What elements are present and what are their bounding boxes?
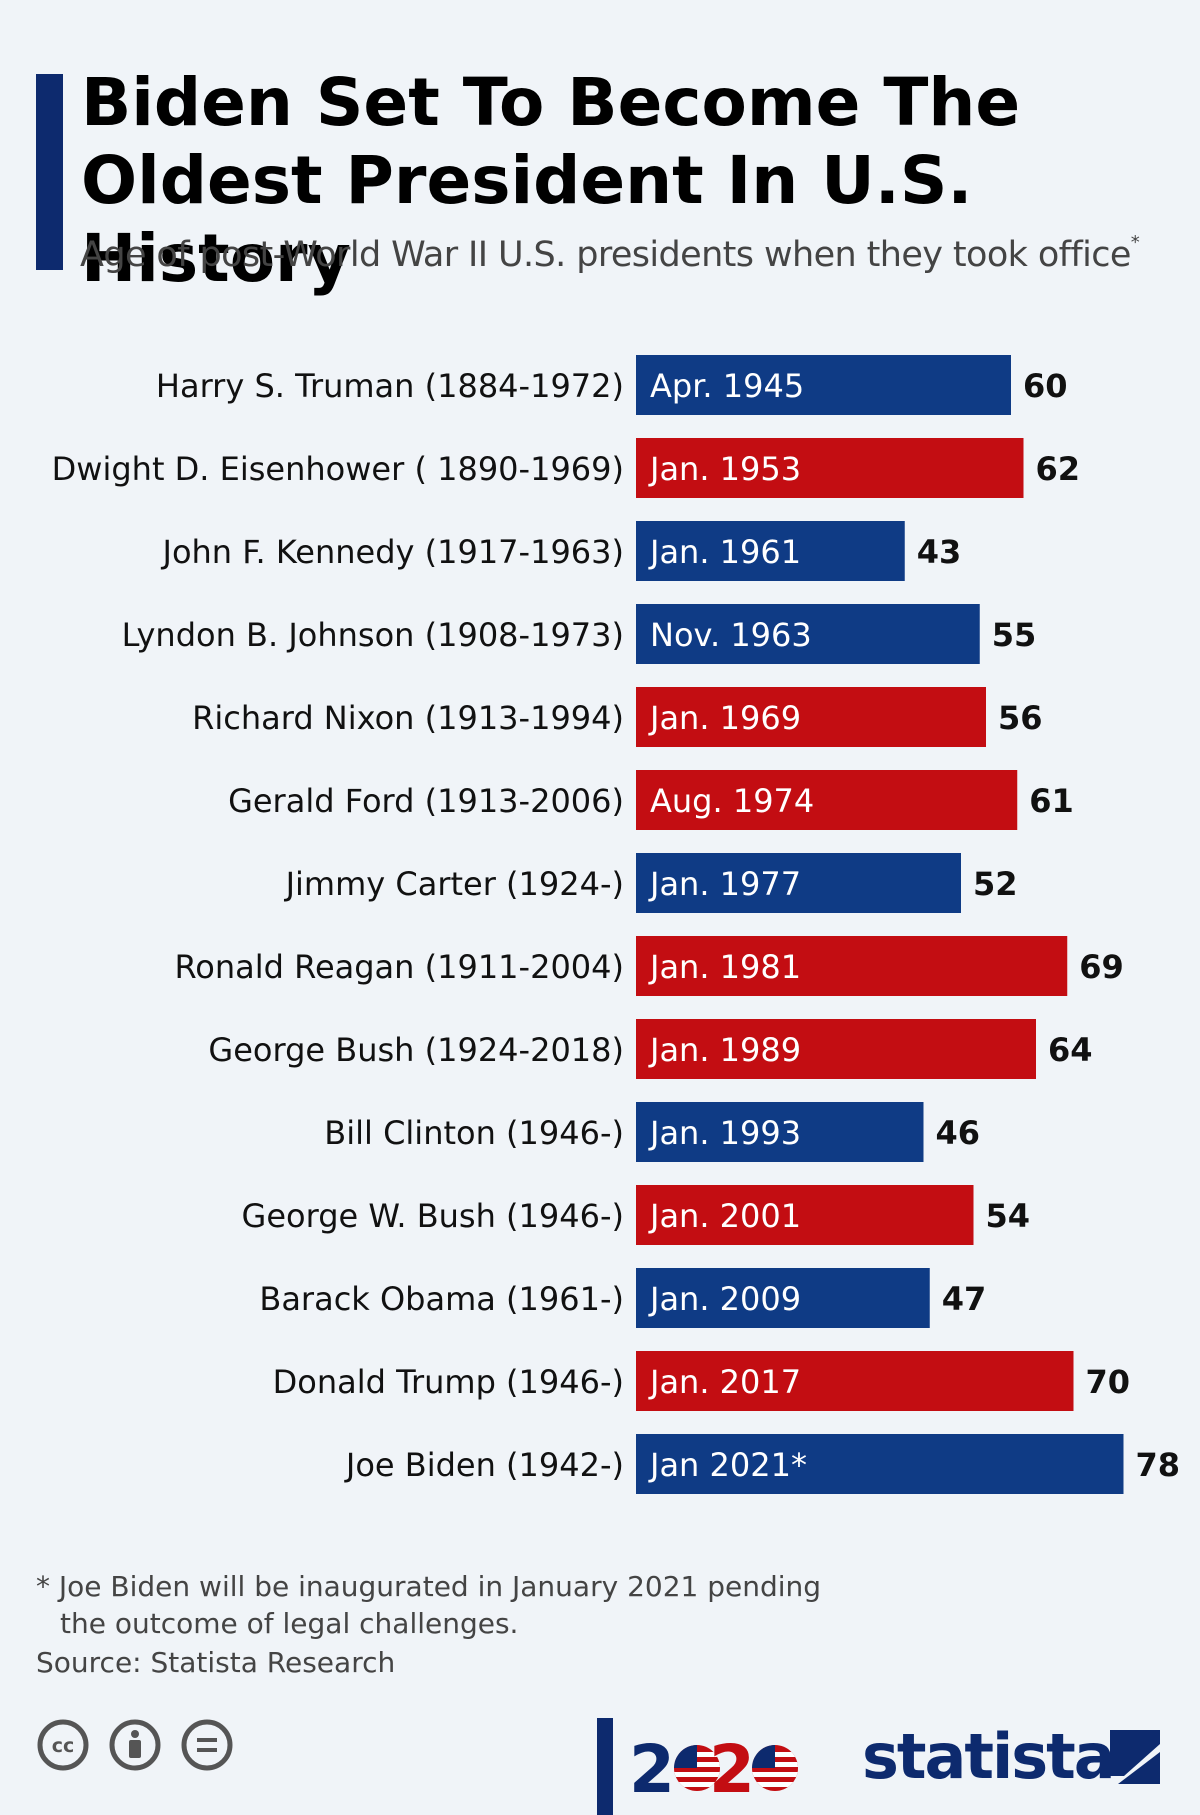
value-label: 55	[992, 616, 1037, 654]
category-label: Barack Obama (1961-)	[259, 1280, 624, 1318]
category-label: John F. Kennedy (1917-1963)	[161, 533, 625, 571]
bar-date-label: Jan. 1981	[648, 948, 801, 986]
flag-2020-icon: 2 2	[629, 1731, 798, 1800]
bar-date-label: Aug. 1974	[650, 782, 814, 820]
bar-chart: Harry S. Truman (1884-1972) Apr. 1945 60 Dw…	[52, 355, 1181, 1494]
bar	[636, 355, 1011, 415]
category-label: Gerald Ford (1913-2006)	[228, 782, 624, 820]
title-accent-bar	[36, 74, 63, 270]
bar-date-label: Jan. 2009	[648, 1280, 801, 1318]
category-label: Richard Nixon (1913-1994)	[192, 699, 624, 737]
bar	[636, 1102, 924, 1162]
value-label: 52	[973, 865, 1018, 903]
chart-subtitle: Age of post-World War II U.S. presidents…	[80, 232, 1140, 275]
chart-title: Biden Set To Become The Oldest President…	[81, 64, 1021, 297]
value-label: 43	[917, 533, 962, 571]
bar	[636, 770, 1018, 830]
category-label: Donald Trump (1946-)	[273, 1363, 624, 1401]
value-label: 62	[1036, 450, 1081, 488]
value-label: 47	[942, 1280, 987, 1318]
svg-text:cc: cc	[52, 1735, 75, 1757]
election-2020-logo: 2 2	[597, 1718, 807, 1815]
statista-wordmark: statista	[862, 1722, 1114, 1792]
bar-date-label: Jan. 2017	[648, 1363, 801, 1401]
value-label: 61	[1029, 782, 1074, 820]
value-label: 46	[936, 1114, 981, 1152]
value-label: 64	[1048, 1031, 1093, 1069]
cc-icon: cc	[37, 1719, 89, 1771]
value-label: 54	[986, 1197, 1031, 1235]
bar-date-label: Nov. 1963	[650, 616, 812, 654]
subtitle-text: Age of post-World War II U.S. presidents…	[80, 235, 1131, 275]
value-label: 70	[1086, 1363, 1131, 1401]
bar	[636, 604, 980, 664]
bar-date-label: Jan. 1969	[648, 699, 801, 737]
attribution-icon	[109, 1719, 161, 1771]
category-label: Dwight D. Eisenhower ( 1890-1969)	[52, 450, 624, 488]
bar	[636, 936, 1068, 996]
bar	[636, 521, 905, 581]
statista-mark-icon	[1110, 1730, 1160, 1784]
category-label: Harry S. Truman (1884-1972)	[156, 367, 624, 405]
value-label: 78	[1136, 1446, 1181, 1484]
source-note: Source: Statista Research	[36, 1646, 396, 1679]
category-label: Bill Clinton (1946-)	[324, 1114, 624, 1152]
logo-stripe	[597, 1718, 613, 1815]
bar	[636, 853, 961, 913]
bar	[636, 1268, 930, 1328]
bar	[636, 1019, 1036, 1079]
footnote-line-2: the outcome of legal challenges.	[60, 1607, 519, 1640]
category-label: George W. Bush (1946-)	[242, 1197, 624, 1235]
bar-date-label: Jan. 1989	[648, 1031, 801, 1069]
bar-date-label: Jan. 2001	[648, 1197, 801, 1235]
brand-digit-2a: 2	[629, 1731, 675, 1800]
bar	[636, 1351, 1074, 1411]
bar	[636, 1434, 1124, 1494]
category-label: George Bush (1924-2018)	[208, 1031, 624, 1069]
category-label: Joe Biden (1942-)	[344, 1446, 624, 1484]
category-label: Lyndon B. Johnson (1908-1973)	[122, 616, 624, 654]
bar-date-label: Jan 2021*	[648, 1446, 807, 1484]
value-label: 60	[1023, 367, 1068, 405]
category-label: Jimmy Carter (1924-)	[284, 865, 624, 903]
statista-logo: statista	[862, 1722, 1160, 1792]
bar	[636, 687, 986, 747]
bar-date-label: Apr. 1945	[650, 367, 804, 405]
brand-digit-2b: 2	[709, 1731, 755, 1800]
bar	[636, 438, 1024, 498]
bar	[636, 1185, 974, 1245]
subtitle-asterisk: *	[1130, 232, 1140, 253]
value-label: 69	[1079, 948, 1124, 986]
bar-date-label: Jan. 1953	[648, 450, 801, 488]
value-label: 56	[998, 699, 1043, 737]
no-derivatives-icon	[181, 1719, 233, 1771]
bar-date-label: Jan. 1961	[648, 533, 801, 571]
bar-date-label: Jan. 1977	[648, 865, 801, 903]
bar-date-label: Jan. 1993	[648, 1114, 801, 1152]
footnote-line-1: * Joe Biden will be inaugurated in Janua…	[36, 1570, 822, 1603]
footnote: * Joe Biden will be inaugurated in Janua…	[36, 1568, 936, 1642]
category-label: Ronald Reagan (1911-2004)	[175, 948, 625, 986]
